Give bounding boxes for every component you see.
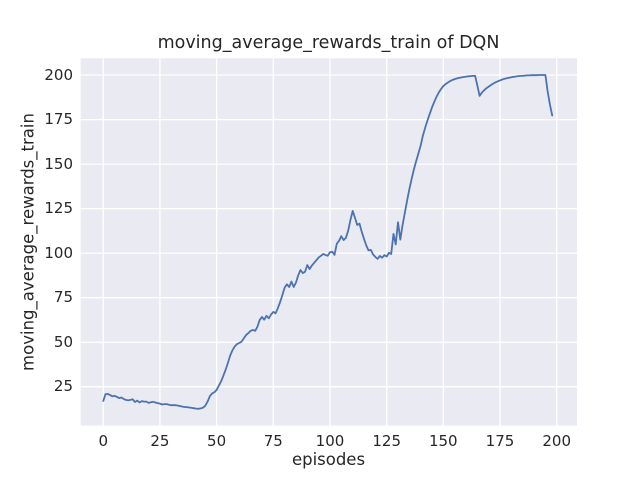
y-tick-label: 75 [53, 288, 73, 307]
x-tick-label: 100 [315, 432, 345, 450]
chart-title: moving_average_rewards_train of DQN [157, 33, 500, 53]
y-tick-label: 100 [44, 243, 73, 262]
y-tick-label: 200 [44, 65, 73, 84]
x-tick-label: 125 [372, 432, 401, 450]
x-tick-label: 75 [263, 432, 283, 450]
x-tick-label: 0 [98, 432, 109, 450]
plot-area [80, 58, 577, 426]
y-axis-label: moving_average_rewards_train [18, 113, 38, 371]
x-tick-label: 200 [542, 432, 571, 450]
y-tick-label: 175 [44, 110, 73, 129]
x-tick-label: 25 [150, 432, 170, 450]
reward-line [102, 74, 554, 410]
x-tick-label: 175 [485, 432, 515, 450]
y-tick-label: 125 [44, 199, 73, 218]
x-tick-label: 150 [428, 432, 458, 450]
y-tick-label: 150 [44, 154, 73, 173]
x-tick-label: 50 [207, 432, 227, 450]
y-tick-label: 25 [53, 377, 73, 396]
x-axis-label: episodes [291, 450, 366, 469]
y-tick-label: 50 [53, 332, 73, 351]
